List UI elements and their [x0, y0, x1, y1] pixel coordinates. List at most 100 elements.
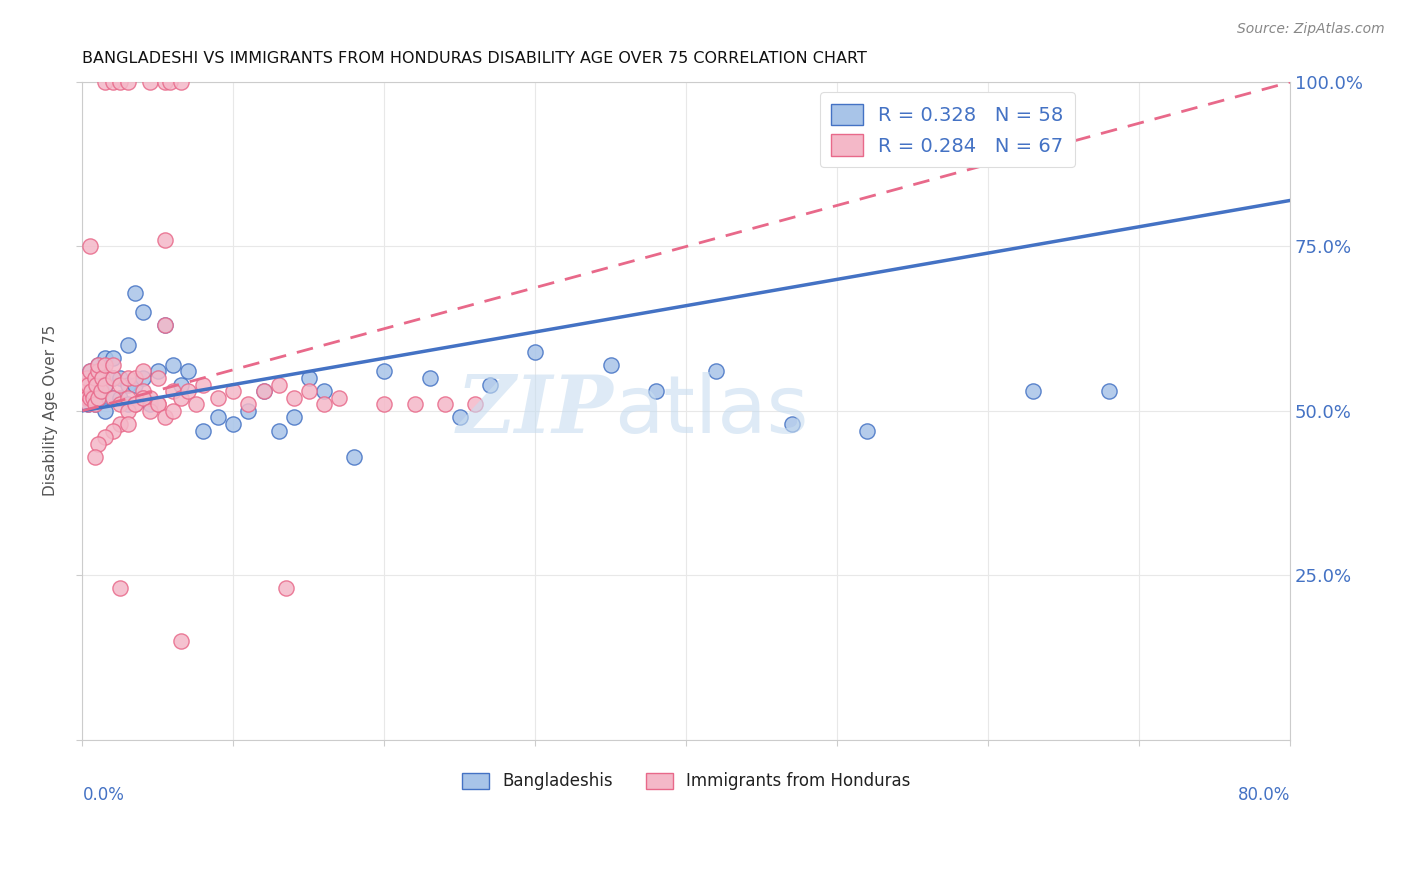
Text: 80.0%: 80.0% [1237, 786, 1291, 804]
Point [139, 391, 162, 405]
Point [124, 377, 146, 392]
Point [252, 384, 274, 398]
Point [83, 371, 105, 385]
Text: BANGLADESHI VS IMMIGRANTS FROM HONDURAS DISABILITY AGE OVER 75 CORRELATION CHART: BANGLADESHI VS IMMIGRANTS FROM HONDURAS … [83, 51, 868, 66]
Point [404, 397, 426, 411]
Point [117, 371, 139, 385]
Point [267, 424, 290, 438]
Point [101, 371, 124, 385]
Point [86, 358, 108, 372]
Point [101, 371, 124, 385]
Point [146, 397, 169, 411]
Point [464, 397, 486, 411]
Point [83, 397, 105, 411]
Point [856, 424, 879, 438]
Point [162, 358, 184, 372]
Point [132, 364, 155, 378]
Legend: Bangladeshis, Immigrants from Honduras: Bangladeshis, Immigrants from Honduras [456, 765, 917, 797]
Point [94, 377, 117, 392]
Point [222, 417, 245, 431]
Point [101, 358, 124, 372]
Point [83, 377, 105, 392]
Point [101, 391, 124, 405]
Point [80, 391, 103, 405]
Point [117, 391, 139, 405]
Point [132, 391, 155, 405]
Text: Source: ZipAtlas.com: Source: ZipAtlas.com [1237, 22, 1385, 37]
Point [155, 233, 177, 247]
Point [117, 417, 139, 431]
Point [75, 391, 97, 405]
Point [276, 582, 298, 596]
Point [169, 634, 191, 648]
Point [433, 397, 456, 411]
Point [86, 364, 108, 378]
Point [86, 358, 108, 372]
Point [146, 371, 169, 385]
Point [155, 318, 177, 333]
Point [117, 397, 139, 411]
Text: 0.0%: 0.0% [83, 786, 124, 804]
Point [155, 410, 177, 425]
Point [155, 75, 177, 89]
Point [91, 364, 114, 378]
Point [124, 371, 146, 385]
Point [373, 397, 395, 411]
Point [75, 377, 97, 392]
Point [101, 351, 124, 366]
Point [108, 397, 131, 411]
Point [117, 404, 139, 418]
Point [238, 397, 260, 411]
Point [79, 377, 101, 392]
Point [86, 371, 108, 385]
Point [159, 75, 181, 89]
Point [132, 305, 155, 319]
Point [86, 391, 108, 405]
Point [94, 75, 117, 89]
Point [94, 351, 117, 366]
Point [94, 404, 117, 418]
Point [124, 397, 146, 411]
Point [645, 384, 668, 398]
Point [312, 397, 335, 411]
Point [298, 384, 321, 398]
Point [238, 404, 260, 418]
Point [177, 384, 200, 398]
Point [108, 75, 131, 89]
Point [139, 75, 162, 89]
Point [267, 377, 290, 392]
Point [132, 391, 155, 405]
Point [83, 397, 105, 411]
Point [169, 391, 191, 405]
Point [1022, 384, 1045, 398]
Point [207, 410, 229, 425]
Point [524, 344, 547, 359]
Point [84, 377, 107, 392]
Point [124, 285, 146, 300]
Point [312, 384, 335, 398]
Point [108, 377, 131, 392]
Point [599, 358, 621, 372]
Point [169, 75, 191, 89]
Point [108, 371, 131, 385]
Point [79, 239, 101, 253]
Point [94, 377, 117, 392]
Text: ZIP: ZIP [457, 372, 614, 450]
Point [124, 397, 146, 411]
Point [146, 364, 169, 378]
Point [108, 417, 131, 431]
Point [73, 384, 96, 398]
Point [373, 364, 395, 378]
Point [252, 384, 274, 398]
Point [79, 391, 101, 405]
Point [193, 377, 215, 392]
Point [79, 364, 101, 378]
Point [132, 384, 155, 398]
Point [184, 397, 207, 411]
Point [155, 318, 177, 333]
Point [283, 391, 305, 405]
Point [117, 338, 139, 352]
Point [90, 384, 112, 398]
Point [193, 424, 215, 438]
Point [77, 397, 100, 411]
